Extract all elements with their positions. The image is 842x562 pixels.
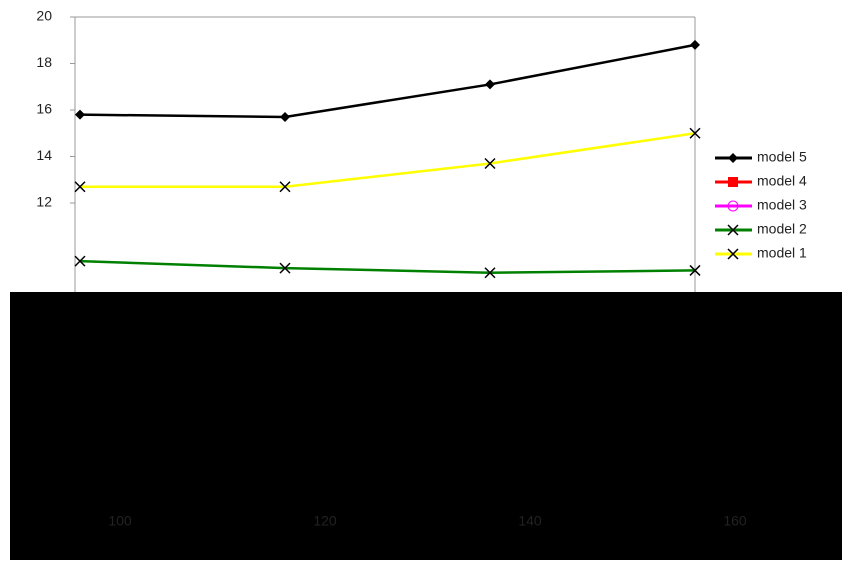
x-tick-label: 160: [723, 513, 747, 529]
point: [689, 127, 701, 139]
point: [727, 200, 739, 212]
y-tick-label: 14: [36, 147, 52, 163]
point: [728, 177, 738, 187]
y-tick-label: 20: [36, 8, 52, 24]
y-tick-label: 12: [36, 194, 52, 210]
corrupted-region: [10, 292, 842, 560]
point: [74, 181, 86, 193]
x-tick-label: 100: [108, 513, 132, 529]
point: [689, 264, 701, 276]
point: [280, 111, 290, 122]
series-line: [79, 43, 696, 119]
legend-label: model 3: [757, 197, 807, 213]
point: [279, 181, 291, 193]
point: [279, 262, 291, 274]
point: [75, 109, 85, 120]
point: [485, 79, 495, 90]
x-tick-label: 120: [313, 513, 337, 529]
point: [727, 224, 739, 236]
point: [484, 157, 496, 170]
x-tick-label: 140: [518, 513, 542, 529]
y-tick-label: 18: [36, 54, 52, 70]
point: [484, 267, 496, 279]
series-line: [80, 132, 696, 188]
legend-label: model 5: [757, 149, 807, 165]
legend-label: model 4: [757, 173, 807, 189]
point: [728, 153, 738, 163]
series-line: [79, 259, 696, 275]
legend-label: model 1: [757, 245, 807, 261]
y-tick-label: 16: [36, 101, 52, 117]
point: [727, 248, 739, 260]
point: [690, 39, 700, 50]
legend-label: model 2: [757, 221, 807, 237]
point: [74, 255, 86, 267]
